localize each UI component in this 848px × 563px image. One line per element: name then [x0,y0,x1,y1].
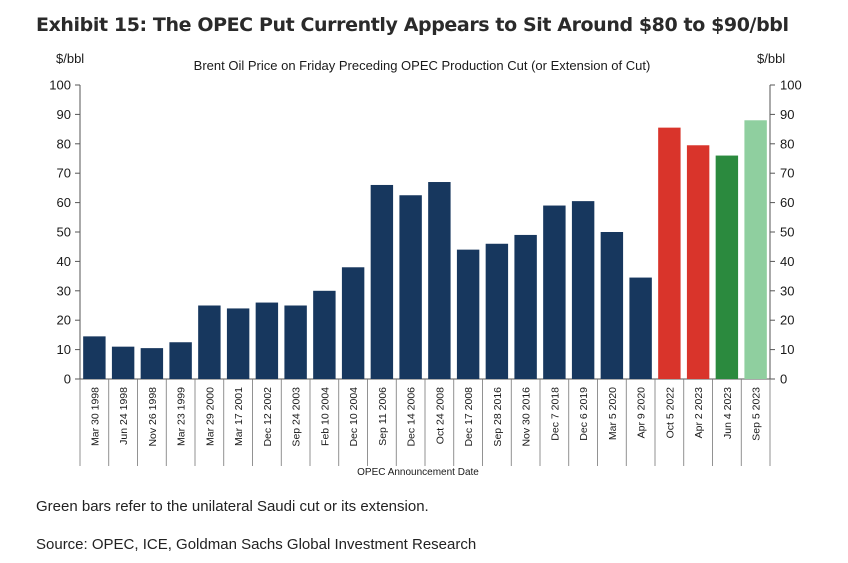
x-axis-title: OPEC Announcement Date [357,467,479,478]
category-label: Mar 17 2001 [233,387,245,446]
category-label: Nov 30 2016 [521,387,533,447]
bar [313,290,336,379]
bar [715,155,739,379]
left-tick-label: 10 [57,342,71,357]
category-label: Mar 5 2020 [607,387,619,440]
bar [111,346,135,379]
right-tick-label: 10 [780,342,794,357]
bar [255,302,279,379]
category-label: Sep 5 2023 [751,387,763,441]
right-axis-unit: $/bbl [757,51,785,66]
bar [543,205,566,379]
bar [370,184,394,379]
right-tick-label: 60 [780,195,794,210]
category-label: Dec 6 2019 [578,387,590,441]
bar [514,234,537,379]
category-label: Mar 23 1999 [176,387,188,446]
category-label: Mar 30 1998 [89,387,101,446]
category-label: Oct 24 2008 [434,387,446,444]
right-tick-label: 50 [780,225,794,240]
category-label: Mar 29 2000 [204,387,216,446]
left-tick-label: 50 [57,225,71,240]
category-label: Dec 17 2008 [463,387,475,447]
left-tick-label: 90 [57,107,71,122]
right-tick-label: 30 [780,283,794,298]
left-tick-label: 70 [57,166,71,181]
bar [428,182,451,379]
exhibit-title: Exhibit 15: The OPEC Put Currently Appea… [36,14,789,36]
bar [686,145,710,379]
left-tick-label: 0 [64,372,71,387]
category-label: Dec 7 2018 [549,387,561,441]
right-y-axis: 0 10 20 30 40 50 60 70 80 90 100 [769,78,802,387]
left-axis-unit: $/bbl [56,51,84,66]
category-label: Apr 2 2023 [693,387,705,439]
left-tick-label: 100 [49,78,71,93]
left-tick-label: 80 [57,136,71,151]
right-tick-label: 0 [780,372,787,387]
category-label: Nov 26 1998 [147,387,159,447]
right-tick-label: 20 [780,313,794,328]
bar [198,305,221,379]
category-grid [79,379,771,466]
category-label: Apr 9 2020 [636,387,648,439]
category-label: Dec 14 2006 [406,387,418,447]
right-tick-label: 90 [780,107,794,122]
bar [284,305,307,379]
right-tick-label: 70 [780,166,794,181]
left-tick-label: 20 [57,313,71,328]
bar [744,120,767,379]
chart-subtitle: Brent Oil Price on Friday Preceding OPEC… [194,58,651,73]
category-label: Dec 12 2002 [262,387,274,447]
bar [600,232,624,379]
category-label: Oct 5 2022 [664,387,676,439]
left-tick-label: 30 [57,283,71,298]
category-label: Jun 4 2023 [722,387,734,439]
chart-source: Source: OPEC, ICE, Goldman Sachs Global … [36,536,477,553]
bar [140,348,164,379]
left-tick-label: 40 [57,254,71,269]
bar [169,342,192,379]
bar [226,308,250,379]
bar [629,277,652,379]
right-tick-label: 40 [780,254,794,269]
bar [658,127,681,379]
bar [571,201,595,379]
right-tick-label: 100 [780,78,802,93]
category-label: Sep 24 2003 [291,387,303,447]
category-label: Jun 24 1998 [118,387,130,445]
category-label: Feb 10 2004 [319,387,331,446]
chart-note: Green bars refer to the unilateral Saudi… [36,498,429,515]
bar [341,267,365,379]
bar [485,243,509,379]
bar [399,195,422,379]
category-labels: Mar 30 1998 Jun 24 1998 Nov 26 1998 Mar 23 … [89,387,762,447]
category-label: Dec 10 2004 [348,387,360,447]
right-tick-label: 80 [780,136,794,151]
bar [83,336,106,379]
bar [456,249,480,379]
bars-group [83,120,767,379]
left-tick-label: 60 [57,195,71,210]
category-label: Sep 11 2006 [377,387,389,446]
category-label: Sep 28 2016 [492,387,504,447]
